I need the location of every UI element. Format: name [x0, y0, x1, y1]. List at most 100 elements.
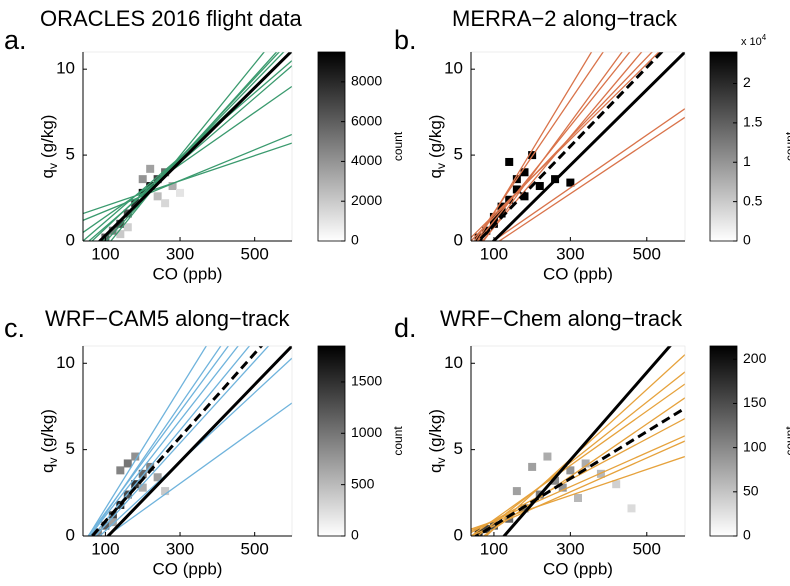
x-axis-label: CO (ppb): [153, 559, 223, 578]
heat-cell: [116, 466, 125, 475]
fit-line: [471, 455, 685, 530]
y-tick-label: 10: [444, 59, 463, 78]
heat-cell: [93, 528, 102, 536]
panel: c. WRF−CAM5 along−track 100 300 500 0 5 10 CO (p…: [4, 306, 405, 579]
x-tick-label: 500: [633, 539, 661, 558]
heat-cell: [528, 462, 537, 471]
y-label-symbol: q: [38, 169, 57, 178]
colorbar-label: count: [783, 131, 790, 161]
panel-title: MERRA−2 along−track: [452, 6, 678, 31]
fit-line: [477, 52, 631, 241]
y-label-subscript: v: [46, 163, 60, 169]
heat-cell: [153, 473, 162, 482]
heat-cell: [497, 209, 506, 218]
y-label-unit: (g/kg): [38, 115, 57, 158]
colorbar-tick-label: 0: [351, 232, 359, 248]
y-label-unit: (g/kg): [426, 409, 445, 452]
heat-cell: [612, 480, 621, 489]
colorbar-tick-label: 2: [743, 74, 751, 90]
heat-cell: [581, 459, 590, 468]
fit-line: [498, 116, 685, 241]
y-tick-label: 0: [454, 230, 463, 249]
x-tick-label: 500: [633, 244, 661, 263]
colorbar-tick-label: 200: [743, 350, 767, 366]
y-tick-label: 5: [454, 439, 463, 458]
heat-cell: [138, 483, 147, 492]
y-label-symbol: q: [426, 169, 445, 178]
heat-cell: [505, 157, 514, 166]
fit-line: [83, 142, 292, 215]
heat-cell: [131, 452, 140, 461]
y-label-unit: (g/kg): [426, 115, 445, 158]
heat-cell: [558, 483, 567, 492]
heat-cell: [116, 219, 125, 228]
x-axis-label: CO (ppb): [153, 264, 223, 283]
y-label-unit: (g/kg): [38, 409, 57, 452]
panel: a. ORACLES 2016 flight data 100 300 500 0 5 10 C…: [4, 6, 405, 284]
x-tick-label: 300: [166, 539, 194, 558]
y-label-symbol: q: [426, 464, 445, 473]
fit-line: [473, 52, 604, 241]
heat-cell: [566, 466, 575, 475]
panel-label: b.: [394, 25, 417, 55]
colorbar-tick-label: 0: [351, 527, 359, 543]
fit-line: [471, 383, 685, 536]
heat-cell: [566, 178, 575, 187]
y-tick-label: 10: [56, 59, 75, 78]
fit-line: [482, 52, 623, 241]
y-label-subscript: v: [46, 458, 60, 464]
fit-line: [105, 346, 292, 536]
y-axis-label: qv (g/kg): [38, 115, 60, 179]
panel-label: c.: [4, 313, 25, 343]
heat-cell: [138, 469, 147, 478]
colorbar-tick-label: 500: [351, 475, 375, 491]
x-axis-label: CO (ppb): [543, 264, 613, 283]
heat-cell: [108, 226, 117, 235]
colorbar-tick-label: 0: [743, 232, 751, 248]
heat-cell: [627, 504, 636, 513]
colorbar: [709, 51, 738, 242]
fit-line: [97, 52, 292, 241]
fit-line: [481, 52, 643, 241]
heat-cell: [168, 182, 177, 191]
colorbar-tick-label: 0: [743, 527, 751, 543]
fit-line: [471, 52, 653, 241]
fit-line: [491, 52, 685, 241]
fit-line: [471, 52, 660, 239]
colorbar-label: count: [391, 131, 405, 161]
fit-line: [502, 346, 672, 536]
panel-title: WRF−CAM5 along−track: [45, 306, 291, 331]
heat-cell: [474, 233, 483, 241]
y-tick-label: 10: [56, 353, 75, 372]
fit-line: [83, 133, 292, 221]
heat-cell: [138, 175, 147, 184]
plot-area: [471, 52, 685, 241]
fit-line: [87, 346, 230, 536]
heat-cell: [131, 199, 140, 208]
colorbar-tick-label: 100: [743, 438, 767, 454]
fit-line: [476, 52, 664, 241]
fit-line: [92, 346, 251, 536]
fit-line: [471, 440, 685, 536]
colorbar-tick-label: 2000: [351, 192, 382, 208]
panel-label: d.: [394, 313, 417, 343]
heat-cell: [108, 511, 117, 520]
heat-cell: [512, 487, 521, 496]
heat-cell: [520, 168, 529, 177]
fit-line: [471, 417, 685, 534]
colorbar-label: count: [783, 426, 790, 456]
heat-cell: [520, 192, 529, 201]
x-tick-label: 100: [91, 539, 119, 558]
heat-cell: [153, 192, 162, 201]
heat-cell: [123, 459, 132, 468]
colorbar-tick-label: 1.5: [743, 114, 763, 130]
plot-frame: [470, 345, 686, 537]
y-axis-label: qv (g/kg): [38, 409, 60, 473]
heat-cell: [116, 500, 125, 509]
y-tick-label: 0: [66, 525, 75, 544]
heat-cell: [551, 476, 560, 485]
plot-frame: [82, 345, 293, 537]
colorbar-tick-label: 4000: [351, 152, 382, 168]
fit-line: [476, 52, 593, 241]
